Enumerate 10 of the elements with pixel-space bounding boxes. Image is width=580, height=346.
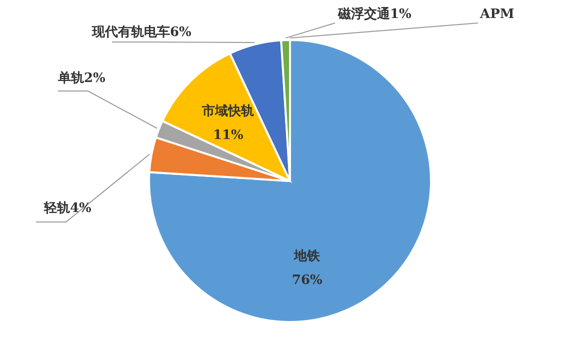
pie-slice bbox=[148, 39, 432, 323]
category-label: APM bbox=[480, 7, 514, 22]
slice-label: 轻轨4% bbox=[43, 201, 92, 216]
data-label: 76% bbox=[292, 272, 323, 288]
slice-label: 单轨2% bbox=[57, 70, 106, 86]
slice-label: 地铁 bbox=[293, 248, 322, 264]
slice-label: 市域快轨 bbox=[201, 103, 254, 120]
data-label: 11% bbox=[212, 128, 244, 144]
slice-label: 磁浮交通1% bbox=[337, 6, 412, 22]
slice-label: 现代有轨电车6% bbox=[91, 24, 192, 40]
